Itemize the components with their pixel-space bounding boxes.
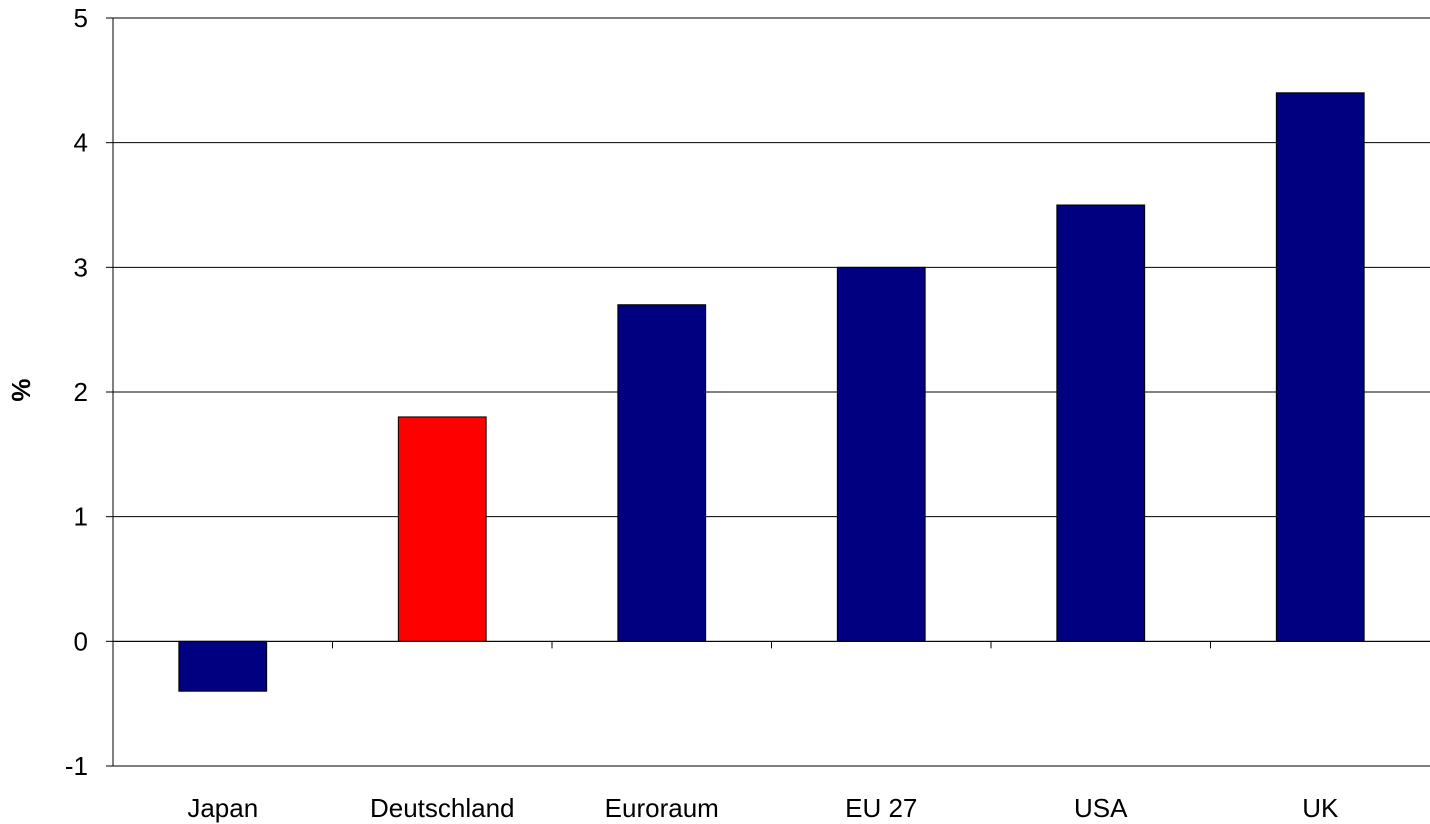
x-tick-label: USA	[1074, 793, 1128, 823]
y-tick-label: 2	[74, 377, 88, 407]
y-tick-label: -1	[65, 751, 88, 781]
y-axis-title: %	[6, 378, 36, 401]
bar-deutschland	[397, 416, 487, 642]
x-tick-label: UK	[1302, 793, 1339, 823]
bar-uk	[1275, 92, 1365, 642]
bar-usa	[1056, 204, 1146, 642]
axes	[106, 17, 1430, 767]
gridlines	[113, 17, 1430, 767]
x-tick-label: Japan	[187, 793, 258, 823]
bar-japan	[178, 640, 268, 692]
y-tick-label: 4	[74, 128, 88, 158]
bar-eu-27	[836, 266, 926, 642]
x-tick-label: Deutschland	[370, 793, 515, 823]
y-tick-label: 3	[74, 252, 88, 282]
x-tick-label: Euroraum	[605, 793, 719, 823]
x-tick-labels: Japan Deutschland Euroraum EU 27 USA UK	[187, 793, 1339, 823]
y-tick-labels: -1 0 1 2 3 4 5	[65, 3, 88, 781]
y-tick-label: 1	[74, 502, 88, 532]
x-tick-label: EU 27	[845, 793, 917, 823]
y-tick-label: 0	[74, 626, 88, 656]
y-tick-label: 5	[74, 3, 88, 33]
bar-euroraum	[617, 304, 707, 642]
bars	[178, 92, 1365, 692]
